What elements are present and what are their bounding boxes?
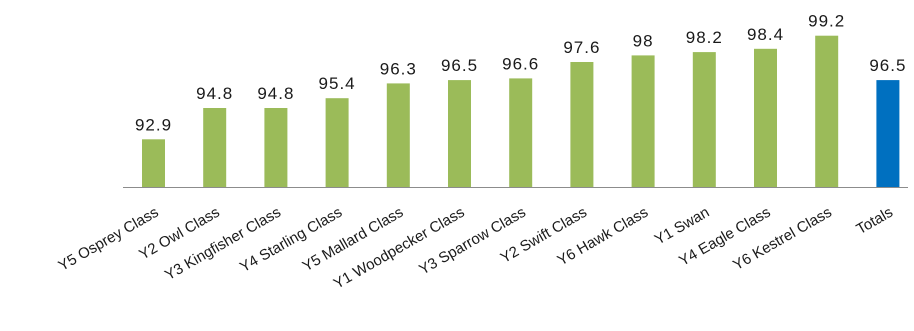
- value-label: 94.8: [257, 84, 294, 103]
- bar-y5-mallard-class: [386, 83, 410, 187]
- bar-y1-swan: [692, 52, 716, 187]
- bar-y3-sparrow-class: [509, 78, 533, 187]
- value-labels-group: 92.9 94.8 94.8 95.4 96.3 96.5 96.6 97.6 98 98.2 98…: [135, 12, 906, 135]
- value-label: 98.4: [747, 25, 784, 44]
- value-label: 96.5: [869, 56, 906, 75]
- bar-y5-osprey-class: [142, 139, 165, 187]
- bar-y4-starling-class: [325, 98, 349, 187]
- bar-y6-kestrel-class: [815, 35, 839, 188]
- value-label: 96.5: [441, 56, 478, 75]
- value-label: 96.3: [380, 59, 417, 78]
- category-label: Y4 Starling Class: [237, 204, 345, 276]
- value-label: 94.8: [196, 84, 233, 103]
- value-label: 92.9: [135, 115, 172, 134]
- bar-y1-woodpecker-class: [448, 80, 471, 187]
- bar-y2-swift-class: [570, 62, 594, 187]
- bar-y4-eagle-class: [754, 48, 777, 187]
- value-label: 96.6: [502, 54, 539, 73]
- bar-y2-owl-class: [203, 108, 227, 187]
- bar-totals: [876, 80, 900, 187]
- category-label: Y3 Sparrow Class: [416, 204, 528, 279]
- value-label: 99.2: [808, 12, 845, 31]
- category-label: Totals: [853, 204, 895, 238]
- value-label: 95.4: [319, 74, 356, 93]
- bar-y6-hawk-class: [631, 55, 655, 188]
- category-label: Y5 Osprey Class: [56, 204, 162, 275]
- value-label: 98: [633, 31, 654, 50]
- bar-y3-kingfisher-class: [264, 108, 288, 187]
- bars-group: [142, 35, 900, 188]
- value-label: 98.2: [686, 28, 723, 47]
- value-label: 97.6: [563, 38, 600, 57]
